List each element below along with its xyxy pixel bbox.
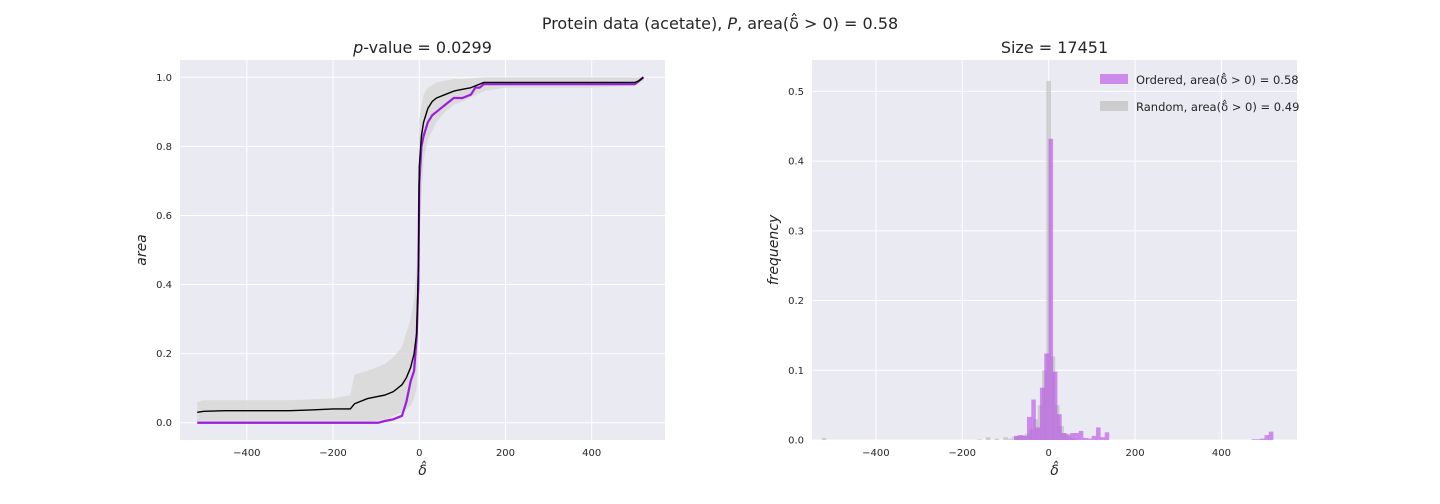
suptitle-part-3: , area( [737,14,789,33]
y-tick-label: 0.4 [788,157,804,168]
ordered-area-line [197,76,645,424]
suptitle-part-5: > 0) = 0.58 [799,14,898,33]
legend-swatch-ordered [1100,74,1128,84]
x-axis-label: δ̂ [418,460,427,479]
y-tick-label: 0.0 [156,418,172,429]
x-tick-label: −200 [319,448,346,459]
x-tick-label: 200 [496,448,515,459]
panel-title-part: -value = 0.0299 [363,38,492,57]
x-tick-label: 0 [416,448,422,459]
x-tick-label: −200 [949,448,976,459]
x-tick-label: 400 [582,448,601,459]
ordered-histogram-bar [1251,439,1257,440]
y-tick-label: 1.0 [156,73,172,84]
ordered-histogram-bar [1031,399,1036,440]
panel-title: p-value = 0.0299 [352,38,492,57]
suptitle-part-2: P [727,14,737,33]
x-tick-label: 0 [1045,448,1051,459]
legend-label-part: δ̂ [1220,71,1227,87]
ordered-histogram-bar [1065,434,1071,440]
suptitle-part-1: Protein data (acetate), [542,14,728,33]
ordered-histogram-bar [1026,416,1032,440]
ordered-histogram-bar [1022,435,1028,440]
ordered-histogram-bar [1255,439,1261,440]
panel-title: Size = 17451 [1001,38,1108,57]
y-tick-label: 0.1 [788,366,804,377]
random-histogram-bar [821,437,827,440]
panel-title-part: p [352,38,363,57]
ordered-histogram-bar [1061,433,1067,440]
random-histogram-bar [1007,438,1013,440]
ordered-histogram-bar [1014,435,1019,440]
legend-label-part: > 0) = 0.58 [1227,73,1298,87]
y-axis-label: frequency [766,214,782,285]
ordered-histogram-bar [1260,438,1265,440]
x-axis-label: δ̂ [1050,460,1059,479]
ordered-histogram-bar [1083,437,1088,440]
ordered-histogram-bar [1074,433,1080,440]
legend-label-part: > 0) = 0.49 [1228,100,1299,114]
y-tick-label: 0.3 [788,226,804,237]
ordered-histogram-bar [1096,427,1101,440]
random-histogram-bar [985,437,991,440]
ordered-histogram-bar [1078,430,1084,440]
legend-label-part: δ̂ [1221,98,1228,114]
ordered-histogram-bar [1052,371,1058,440]
y-tick-label: 0.8 [156,142,172,153]
y-tick-label: 0.0 [788,436,804,447]
ordered-histogram-bar [1048,138,1054,440]
x-tick-label: −400 [233,448,260,459]
random-histogram-bar [1003,437,1008,440]
y-tick-label: 0.6 [156,211,172,222]
y-tick-label: 0.2 [156,349,172,360]
ordered-histogram [1014,138,1274,440]
area-plot-panel: −400 −200 0 200 400 0.0 0.2 0.4 0.6 0.8 1.0 δ̂ area p… [134,38,665,479]
random-area-line [197,76,644,414]
legend-label-part: Random, area( [1136,100,1221,114]
tick-labels: −400 −200 0 200 400 0.0 0.2 0.4 0.6 0.8 1.0 [156,73,601,459]
figure-suptitle: Protein data (acetate), P, area(δ̂ > 0) … [542,13,898,33]
y-axis-label: area [134,234,150,266]
legend-swatch-random [1100,101,1128,111]
legend-label-ordered: Ordered, area(δ̂ > 0) = 0.58 [1136,71,1299,87]
ordered-histogram-bar [1035,427,1041,440]
y-tick-label: 0.4 [156,280,172,291]
ordered-histogram-bar [1039,387,1045,440]
ordered-histogram-bar [1268,431,1274,440]
ordered-histogram-bar [1057,414,1062,440]
ordered-histogram-bar [1100,437,1105,440]
x-tick-label: 400 [1212,448,1231,459]
random-histogram-bar [994,438,1000,440]
x-tick-label: −400 [862,448,889,459]
ordered-histogram-bar [1104,432,1110,440]
y-tick-label: 0.5 [788,87,804,98]
x-tick-label: 200 [1125,448,1144,459]
tick-labels: −400 −200 0 200 400 0.0 0.1 0.2 0.3 0.4 0.5 [788,87,1231,459]
random-histogram-bar [977,439,982,440]
ordered-histogram-bar [1087,438,1092,440]
ordered-histogram-bar [1264,435,1270,440]
suptitle-part-4: δ̂ [789,13,799,33]
y-tick-label: 0.2 [788,296,804,307]
legend: Ordered, area(δ̂ > 0) = 0.58 Random, area… [1100,71,1299,114]
ordered-histogram-bar [1070,433,1075,440]
legend-label-part: Ordered, area( [1136,73,1220,87]
ordered-histogram-bar [1091,435,1097,440]
ordered-histogram-bar [1018,435,1023,440]
ordered-histogram-bar [1044,353,1049,440]
legend-label-random: Random, area(δ̂ > 0) = 0.49 [1136,98,1299,114]
